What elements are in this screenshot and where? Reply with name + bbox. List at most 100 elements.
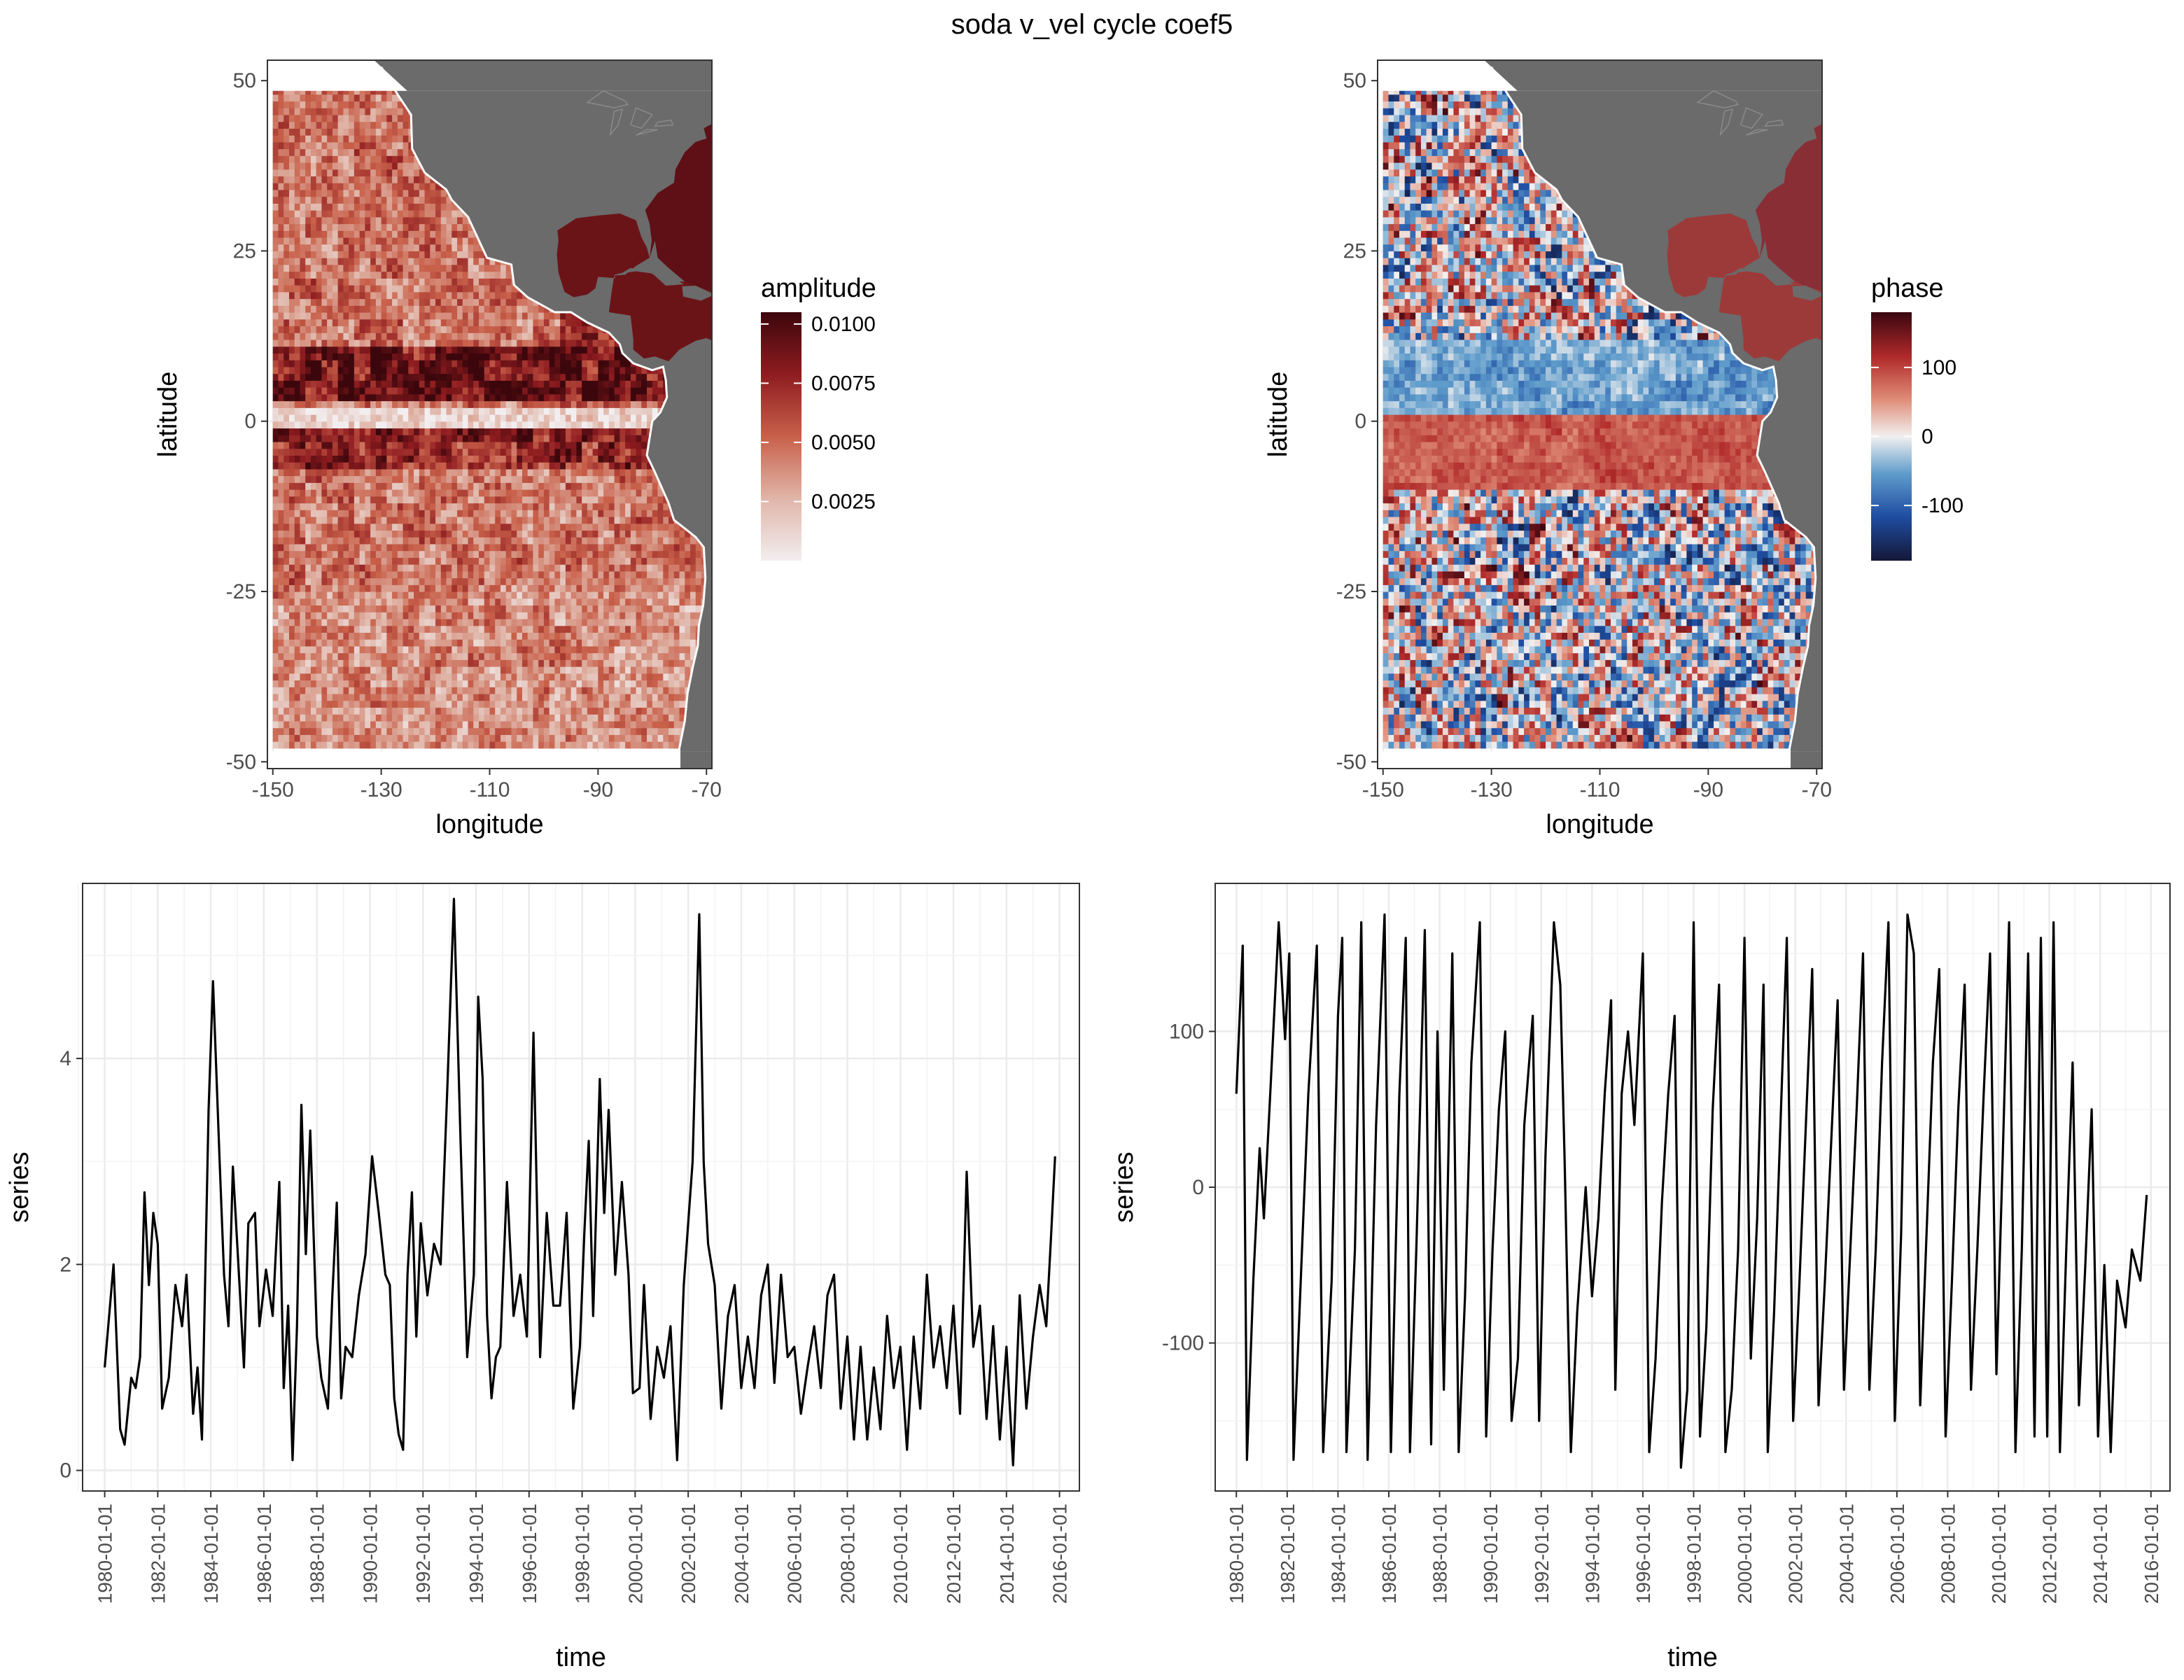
heat-cell — [310, 318, 317, 327]
heat-cell — [430, 680, 436, 687]
heat-cell — [484, 530, 491, 538]
heat-cell — [517, 482, 523, 490]
heat-cell — [538, 584, 545, 592]
heat-cell — [332, 176, 339, 183]
heat-cell — [327, 373, 333, 381]
heat-cell — [451, 353, 458, 360]
heat-cell — [316, 489, 323, 497]
heat-cell — [511, 727, 517, 735]
heat-cell — [468, 271, 474, 279]
heat-cell — [462, 264, 469, 272]
heat-cell — [440, 592, 447, 599]
heat-cell — [375, 570, 382, 579]
heat-cell — [321, 237, 328, 245]
heat-cell — [479, 584, 485, 592]
heat-cell — [543, 462, 550, 470]
heat-cell — [392, 94, 398, 102]
heat-cell — [533, 584, 539, 592]
heat-cell — [414, 169, 420, 177]
heat-cell — [278, 148, 284, 156]
heat-cell — [316, 353, 323, 360]
heat-cell — [468, 346, 474, 354]
heat-cell — [402, 141, 409, 150]
heat-cell — [517, 407, 523, 415]
heat-cell — [349, 271, 355, 279]
heat-cell — [505, 720, 512, 729]
heat-cell — [272, 148, 279, 156]
heat-cell — [300, 605, 306, 612]
heat-cell — [288, 108, 295, 115]
heat-cell — [511, 680, 517, 687]
heat-cell — [365, 326, 371, 333]
heat-cell — [327, 326, 333, 333]
heat-cell — [495, 366, 501, 374]
heat-cell — [495, 557, 501, 565]
heat-cell — [484, 339, 491, 347]
heat-cell — [543, 605, 550, 612]
heat-cell — [349, 223, 355, 231]
heat-cell — [533, 435, 539, 442]
heat-cell — [402, 727, 409, 735]
heat-cell — [543, 380, 550, 388]
heat-cell — [278, 271, 284, 279]
heat-cell — [440, 223, 447, 231]
heat-cell — [533, 700, 539, 708]
heat-cell — [327, 578, 333, 585]
heat-cell — [386, 455, 393, 463]
heat-cell — [517, 298, 523, 306]
heat-cell — [533, 503, 539, 510]
heat-cell — [538, 598, 545, 606]
heat-cell — [500, 441, 507, 449]
heat-cell — [392, 278, 398, 286]
heat-cell — [284, 135, 290, 143]
heat-cell — [440, 645, 447, 654]
heat-cell — [549, 680, 556, 687]
heat-cell — [402, 114, 409, 122]
heat-cell — [424, 584, 430, 592]
heat-cell — [370, 216, 377, 225]
heat-cell — [424, 400, 430, 408]
heat-cell — [316, 87, 323, 95]
heat-cell — [305, 516, 312, 524]
heat-cell — [316, 189, 323, 197]
heat-cell — [451, 618, 458, 626]
heat-cell — [435, 346, 442, 354]
heat-cell — [337, 332, 344, 340]
heat-cell — [321, 108, 328, 115]
heat-cell — [327, 666, 333, 674]
heat-cell — [337, 612, 344, 620]
heat-cell — [419, 210, 426, 218]
heat-cell — [533, 421, 539, 429]
heat-cell — [284, 645, 290, 654]
heat-cell — [473, 428, 479, 435]
heat-cell — [294, 339, 301, 347]
heat-cell — [354, 366, 360, 374]
heat-cell — [354, 407, 360, 415]
heat-cell — [386, 421, 393, 429]
heat-cell — [381, 720, 387, 729]
heat-cell — [457, 652, 463, 660]
heat-cell — [327, 87, 333, 95]
heat-cell — [430, 578, 436, 585]
heat-cell — [272, 414, 279, 422]
heat-cell — [489, 305, 496, 313]
heat-cell — [386, 346, 393, 354]
heat-cell — [316, 230, 323, 238]
heat-cell — [381, 326, 387, 333]
heat-cell — [327, 714, 333, 722]
heat-cell — [381, 407, 387, 415]
heat-cell — [435, 543, 442, 552]
heat-cell — [479, 570, 485, 579]
heat-cell — [332, 421, 339, 429]
heat-cell — [349, 210, 355, 218]
heat-cell — [272, 523, 279, 531]
heat-cell — [332, 530, 339, 538]
heat-cell — [359, 592, 365, 599]
heat-cell — [305, 741, 312, 749]
heat-cell — [462, 700, 469, 708]
heat-cell — [419, 510, 426, 517]
heat-cell — [430, 612, 436, 620]
heat-cell — [397, 496, 404, 504]
heat-cell — [337, 510, 344, 517]
heat-cell — [397, 258, 404, 265]
